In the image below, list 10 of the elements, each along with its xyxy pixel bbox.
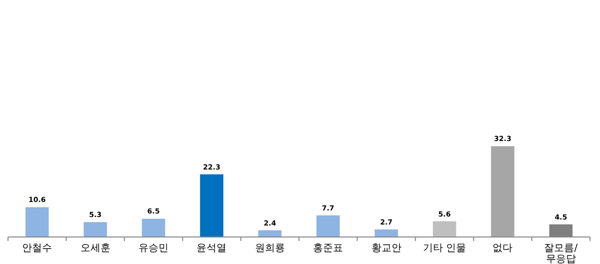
x-tick-label: 유승민	[138, 243, 168, 254]
x-tick-label: 윤석열	[196, 243, 227, 254]
x-tick-label: 홍준표	[313, 243, 344, 254]
x-tick-label: 없다	[492, 243, 513, 254]
x-tick-label: 원희룡	[254, 243, 285, 254]
x-tick-label: 기타 인물	[422, 243, 466, 254]
x-tick-label: 오세훈	[80, 243, 110, 254]
x-tick-label: 잘모름/무응답	[544, 243, 578, 264]
x-tick-label: 황교안	[371, 243, 402, 254]
x-tick-label: 안철수	[22, 243, 52, 254]
